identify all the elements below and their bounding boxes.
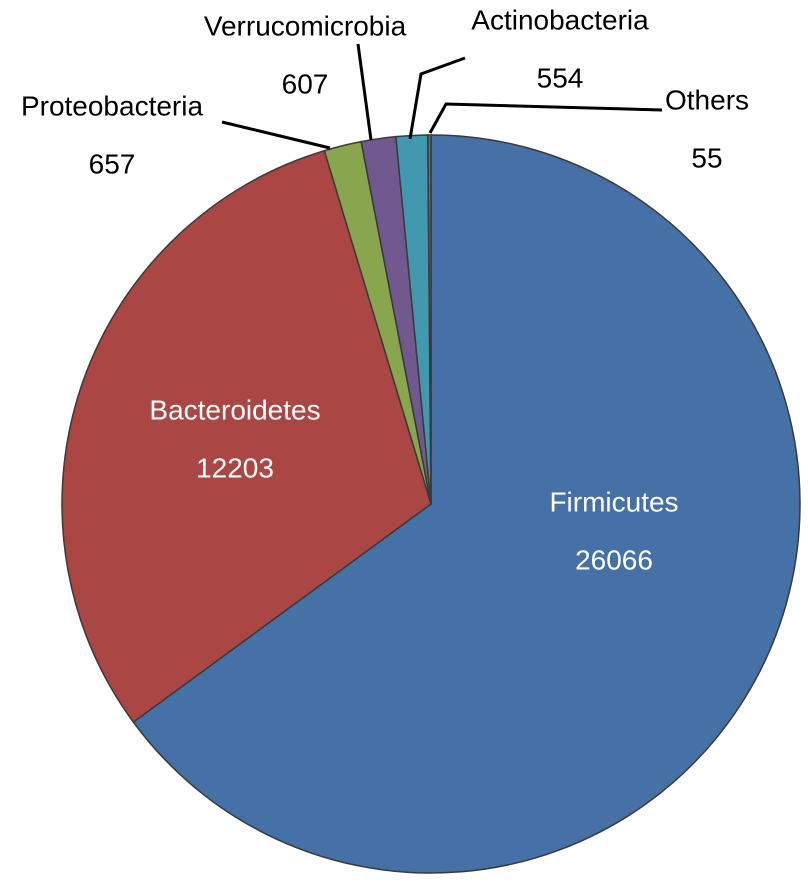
slice-value: 12203 [196, 452, 274, 483]
leader-line [408, 56, 466, 140]
leader-line [356, 43, 373, 141]
leader-line [428, 102, 663, 134]
slice-label: Proteobacteria [21, 90, 204, 121]
slice-label: Others [665, 84, 749, 115]
slice-label: Firmicutes [549, 486, 678, 517]
slice-value: 55 [691, 142, 722, 173]
slice-value: 657 [89, 148, 136, 179]
slice-label: Verrucomicrobia [204, 10, 407, 41]
pie-slice [427, 134, 432, 505]
slice-value: 607 [282, 68, 329, 99]
leader-line [221, 120, 331, 150]
pie-slice [132, 134, 801, 874]
slice-value: 26066 [575, 544, 653, 575]
pie-slice [61, 149, 432, 724]
slice-label: Bacteroidetes [149, 394, 320, 425]
slice-label: Actinobacteria [471, 4, 649, 35]
slice-value: 554 [537, 62, 584, 93]
